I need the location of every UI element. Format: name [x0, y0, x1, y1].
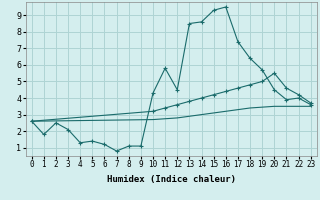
X-axis label: Humidex (Indice chaleur): Humidex (Indice chaleur): [107, 175, 236, 184]
